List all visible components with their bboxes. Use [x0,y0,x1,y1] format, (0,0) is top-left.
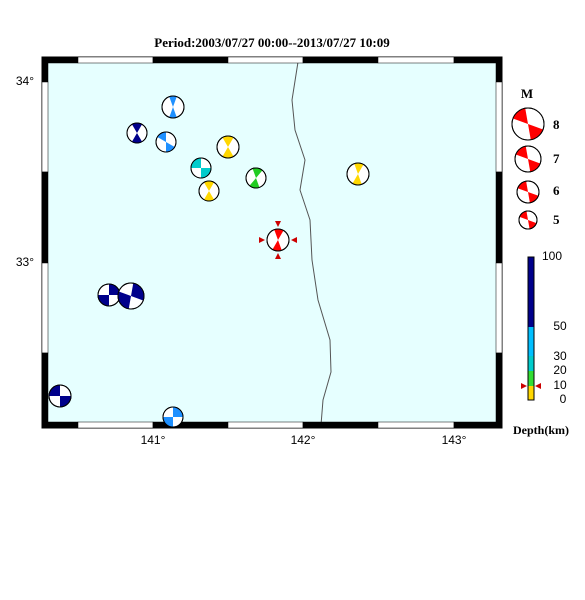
beachball-outline [511,107,545,141]
beachball-outline [266,228,290,252]
beachball-outline [245,167,267,189]
beachball-quadrant [109,284,120,295]
beachball-outline [117,282,145,310]
beachball-quadrant [528,192,539,203]
frame-segment [302,421,379,429]
beachball-quadrant [132,133,142,143]
beachball-quadrant [249,178,260,189]
frame-segment [152,421,229,429]
beachball-outline [48,384,72,408]
title: Period:2003/07/27 00:00--2013/07/27 10:0… [154,35,390,50]
frame-segment [377,421,455,429]
depth-label: 20 [553,363,567,377]
frame-segment [302,56,379,64]
frame-segment [41,81,49,173]
beachball-quadrant [201,168,211,178]
event-marker [259,237,265,243]
magnitude-label: 8 [553,117,560,132]
magnitude-label: 6 [553,183,560,198]
beachball-outline [155,131,177,153]
beachball-outline [161,95,185,119]
beachball-quadrant [132,123,142,133]
beachball-quadrant [352,174,362,185]
frame-segment [453,421,503,429]
frame-segment [495,81,503,173]
frame-segment [495,262,503,354]
depth-label: 10 [553,378,567,392]
beachball-quadrant [173,407,183,417]
beachball-quadrant [528,159,541,172]
magnitude-label: 7 [553,151,560,166]
beachball-quadrant [169,96,177,107]
frame-segment [495,56,503,83]
x-tick-label: 142° [291,433,316,447]
beachball-quadrant [204,181,214,191]
map-frame [41,56,503,429]
magnitude-title: M [521,86,533,101]
beachball-quadrant [517,181,528,192]
beachball-quadrant [204,191,214,201]
magnitude-label: 5 [553,212,560,227]
frame-segment [377,56,455,64]
beachball-outline [516,180,540,204]
frame-segment [41,352,49,429]
depth-label: 30 [553,349,567,363]
depth-colorbar [521,256,541,401]
y-tick-label: 33° [16,255,34,269]
beachball-quadrant [252,168,263,178]
frame-segment [453,56,503,64]
beachball-outline [198,180,220,202]
coastline [291,61,332,426]
beachball-outline [190,157,212,179]
focal-mechanisms [48,95,545,428]
x-tick-label: 141° [141,433,166,447]
frame-segment [227,56,304,64]
frame-segment [495,352,503,429]
beachball-outline [518,210,538,230]
beachball-outline [162,406,184,428]
frame-segment [41,262,49,354]
depth-label: 100 [542,249,562,263]
beachball-quadrant [528,220,537,229]
beachball-quadrant [354,163,364,174]
beachball-quadrant [272,240,282,252]
depth-title: Depth(km) [513,423,569,437]
beachball-quadrant [515,146,528,159]
frame-segment [77,421,154,429]
depth-label: 50 [553,319,567,333]
frame-segment [227,421,304,429]
beachball-quadrant [169,107,177,119]
beachball-quadrant [222,147,234,158]
beachball-outline [126,122,148,144]
frame-segment [77,56,154,64]
frame-segment [495,171,503,264]
beachball-quadrant [528,124,544,140]
beachball-quadrant [274,229,284,240]
beachball-outline [346,162,370,186]
beachball-outline [216,135,240,159]
depth-label: 0 [560,392,567,406]
event-marker [275,221,281,227]
beachball-quadrant [98,295,109,306]
x-tick-label: 143° [442,433,467,447]
frame-segment [152,56,229,64]
beachball-quadrant [49,385,60,396]
y-tick-label: 34° [16,74,34,88]
beachball-quadrant [191,158,201,168]
beachball-quadrant [222,136,234,147]
frame-segment [41,171,49,264]
beachball-quadrant [60,396,71,407]
frame-segment [41,56,49,83]
beachball-quadrant [512,108,528,124]
beachball-quadrant [163,417,173,427]
event-marker [275,253,281,259]
beachball-quadrant [519,211,528,220]
event-marker [291,237,297,243]
beachball-outline [514,145,542,173]
